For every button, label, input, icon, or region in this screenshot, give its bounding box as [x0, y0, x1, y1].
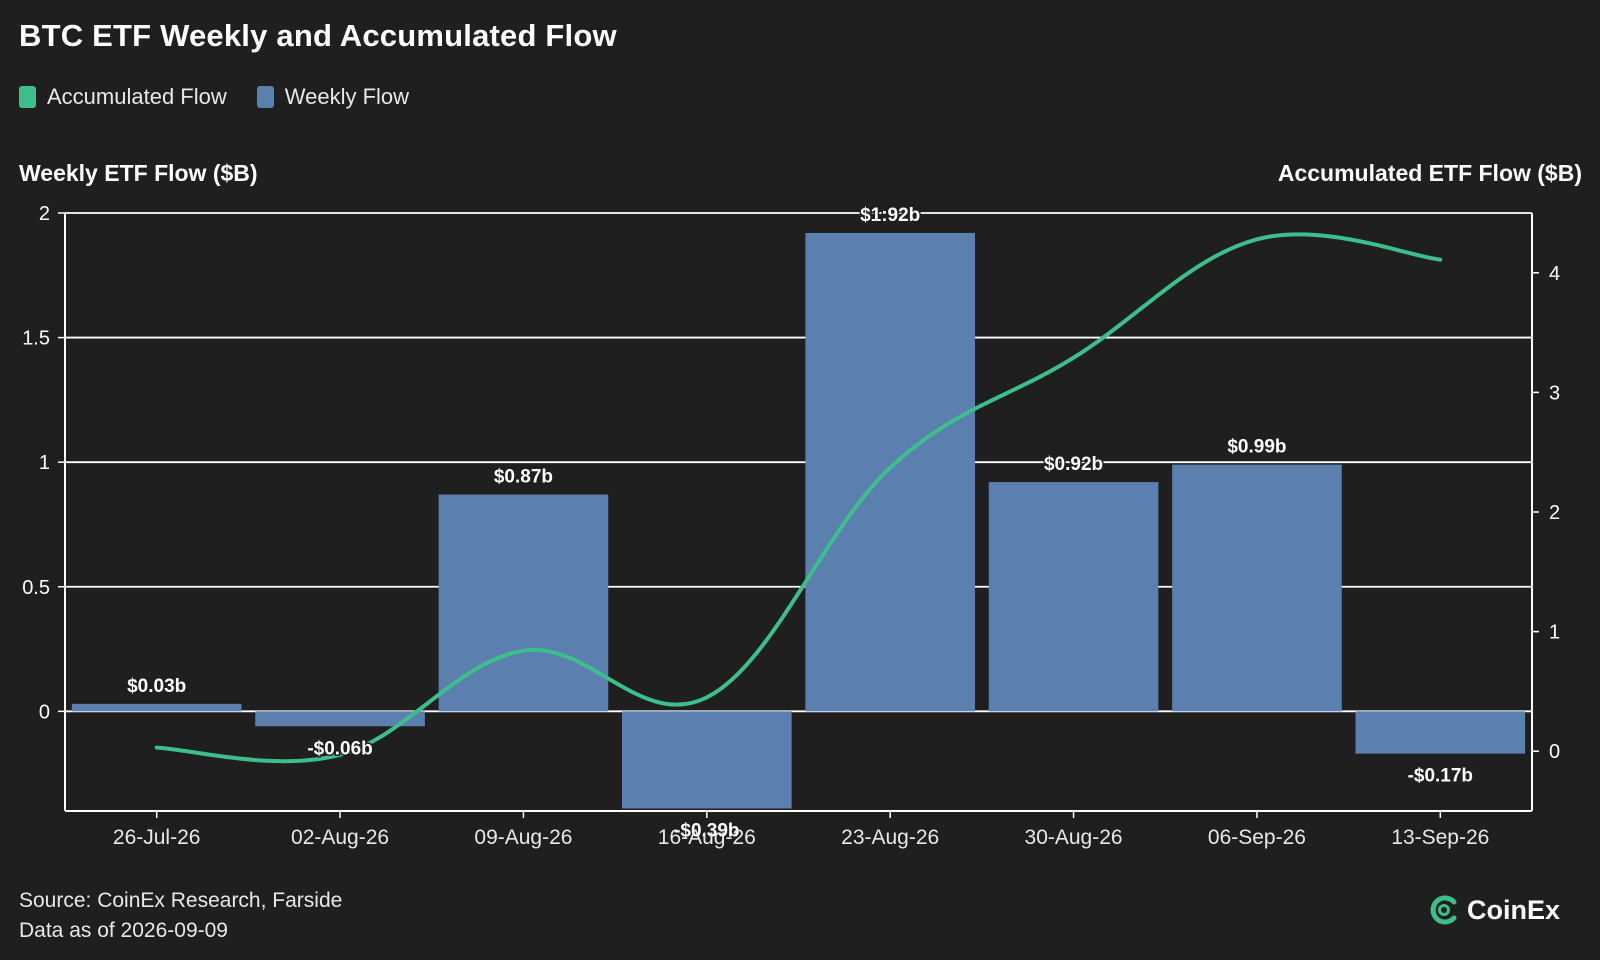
- left-axis-tick-label: 0.5: [22, 577, 50, 599]
- legend-item-weekly[interactable]: Weekly Flow: [256, 84, 410, 110]
- weekly-bar-label: $0.87b: [494, 467, 553, 488]
- left-axis-tick-label: 1: [39, 452, 50, 474]
- legend: Accumulated Flow Weekly Flow: [19, 84, 409, 110]
- coinex-logo-icon: [1430, 895, 1457, 925]
- weekly-bar: [622, 711, 792, 809]
- right-axis-title: Accumulated ETF Flow ($B): [1277, 160, 1582, 186]
- weekly-bar-label: -$0.06b: [307, 738, 372, 759]
- x-axis-tick-label: 16-Aug-26: [658, 826, 756, 849]
- weekly-bar: [71, 703, 242, 712]
- x-axis-tick-label: 02-Aug-26: [291, 826, 389, 849]
- source-text: Source: CoinEx Research, Farside: [19, 889, 343, 912]
- x-axis-tick-label: 23-Aug-26: [841, 826, 939, 849]
- x-axis-tick-label: 13-Sep-26: [1391, 826, 1489, 849]
- x-axis-tick-label: 09-Aug-26: [474, 826, 572, 849]
- data-date-text: Data as of 2026-09-09: [19, 919, 228, 942]
- weekly-bar: [1355, 711, 1526, 754]
- left-axis-tick-label: 0: [39, 701, 50, 723]
- weekly-bar: [255, 711, 425, 727]
- brand-name: CoinEx: [1466, 894, 1560, 925]
- right-axis-tick-label: 2: [1549, 502, 1560, 524]
- weekly-bar-label: $0.99b: [1227, 437, 1286, 458]
- right-axis-tick-label: 3: [1549, 382, 1560, 404]
- x-axis-tick-label: 30-Aug-26: [1025, 826, 1123, 849]
- legend-swatch-accumulated: [19, 86, 36, 108]
- right-axis-tick-label: 4: [1549, 263, 1560, 285]
- legend-item-accumulated[interactable]: Accumulated Flow: [19, 84, 227, 110]
- footer: Source: CoinEx Research, Farside Data as…: [19, 886, 342, 946]
- left-axis-title: Weekly ETF Flow ($B): [19, 160, 258, 186]
- legend-label-weekly: Weekly Flow: [284, 84, 410, 109]
- accumulated-flow-line: [154, 232, 1443, 764]
- weekly-bar-label: -$0.17b: [1408, 766, 1473, 787]
- legend-swatch-weekly: [256, 86, 274, 108]
- left-axis-tick-label: 2: [39, 203, 50, 225]
- weekly-bar-label: $0.03b: [127, 676, 186, 697]
- x-axis-tick-label: 26-Jul-26: [113, 826, 201, 849]
- weekly-bar-label: $0.92b: [1044, 454, 1103, 475]
- weekly-bar: [1172, 464, 1342, 712]
- weekly-bar: [805, 232, 975, 712]
- brand: CoinEx: [1427, 893, 1560, 927]
- chart-title: BTC ETF Weekly and Accumulated Flow: [19, 18, 617, 53]
- weekly-bar-label: $1:92b: [860, 205, 920, 226]
- x-axis-tick-label: 06-Sep-26: [1208, 826, 1306, 849]
- legend-label-accumulated: Accumulated Flow: [47, 84, 227, 109]
- right-axis-tick-label: 1: [1549, 622, 1560, 644]
- left-axis-tick-label: 1.5: [22, 328, 50, 350]
- weekly-bar: [988, 482, 1159, 712]
- weekly-bar-label: -$0.39b: [674, 821, 739, 842]
- right-axis-tick-label: 0: [1549, 741, 1560, 763]
